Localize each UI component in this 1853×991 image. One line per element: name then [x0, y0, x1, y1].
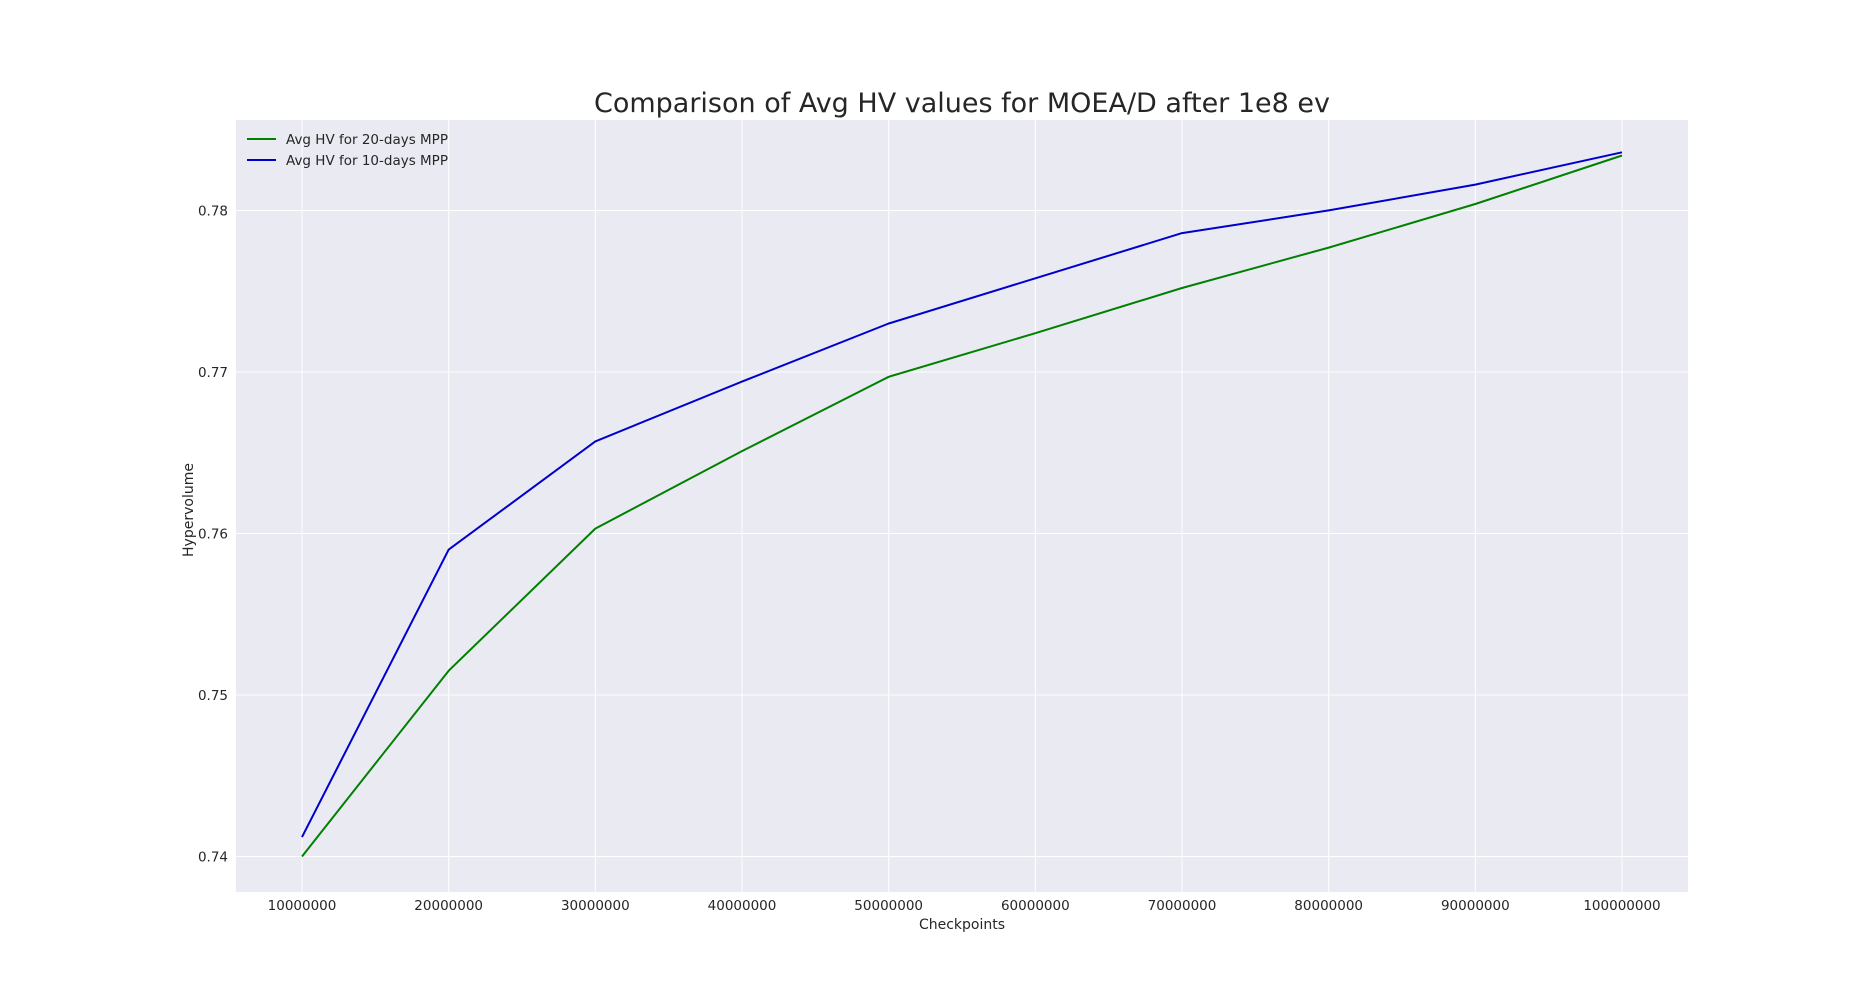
x-tick-label: 70000000: [1148, 898, 1217, 914]
y-tick-labels: 0.74 0.75 0.76 0.77 0.78: [198, 203, 228, 865]
y-tick-label: 0.75: [198, 688, 228, 704]
y-tick-label: 0.76: [198, 526, 228, 542]
x-tick-label: 30000000: [561, 898, 630, 914]
x-axis-label: Checkpoints: [919, 917, 1005, 933]
x-tick-label: 10000000: [268, 898, 337, 914]
x-tick-labels: 10000000 20000000 30000000 40000000 50000000…: [268, 898, 1661, 914]
x-tick-label: 60000000: [1001, 898, 1070, 914]
plot-background: [236, 120, 1688, 892]
x-tick-label: 90000000: [1441, 898, 1510, 914]
legend: Avg HV for 20-days MPP Avg HV for 10-day…: [247, 132, 448, 169]
x-tick-label: 100000000: [1583, 898, 1660, 914]
y-tick-label: 0.78: [198, 203, 228, 219]
legend-label-20-days: Avg HV for 20-days MPP: [286, 132, 448, 148]
grid-lines: [236, 120, 1688, 892]
legend-label-10-days: Avg HV for 10-days MPP: [286, 153, 448, 169]
x-tick-label: 50000000: [854, 898, 923, 914]
series-line-1: [301, 151, 1623, 838]
chart-title: Comparison of Avg HV values for MOEA/D a…: [594, 88, 1330, 119]
series-line-0: [301, 154, 1623, 858]
x-tick-label: 80000000: [1294, 898, 1363, 914]
y-tick-label: 0.77: [198, 365, 228, 381]
y-axis-label: Hypervolume: [181, 463, 197, 557]
y-tick-label: 0.74: [198, 849, 228, 865]
x-tick-label: 40000000: [708, 898, 777, 914]
series-lines: [301, 151, 1623, 858]
x-tick-label: 20000000: [414, 898, 483, 914]
